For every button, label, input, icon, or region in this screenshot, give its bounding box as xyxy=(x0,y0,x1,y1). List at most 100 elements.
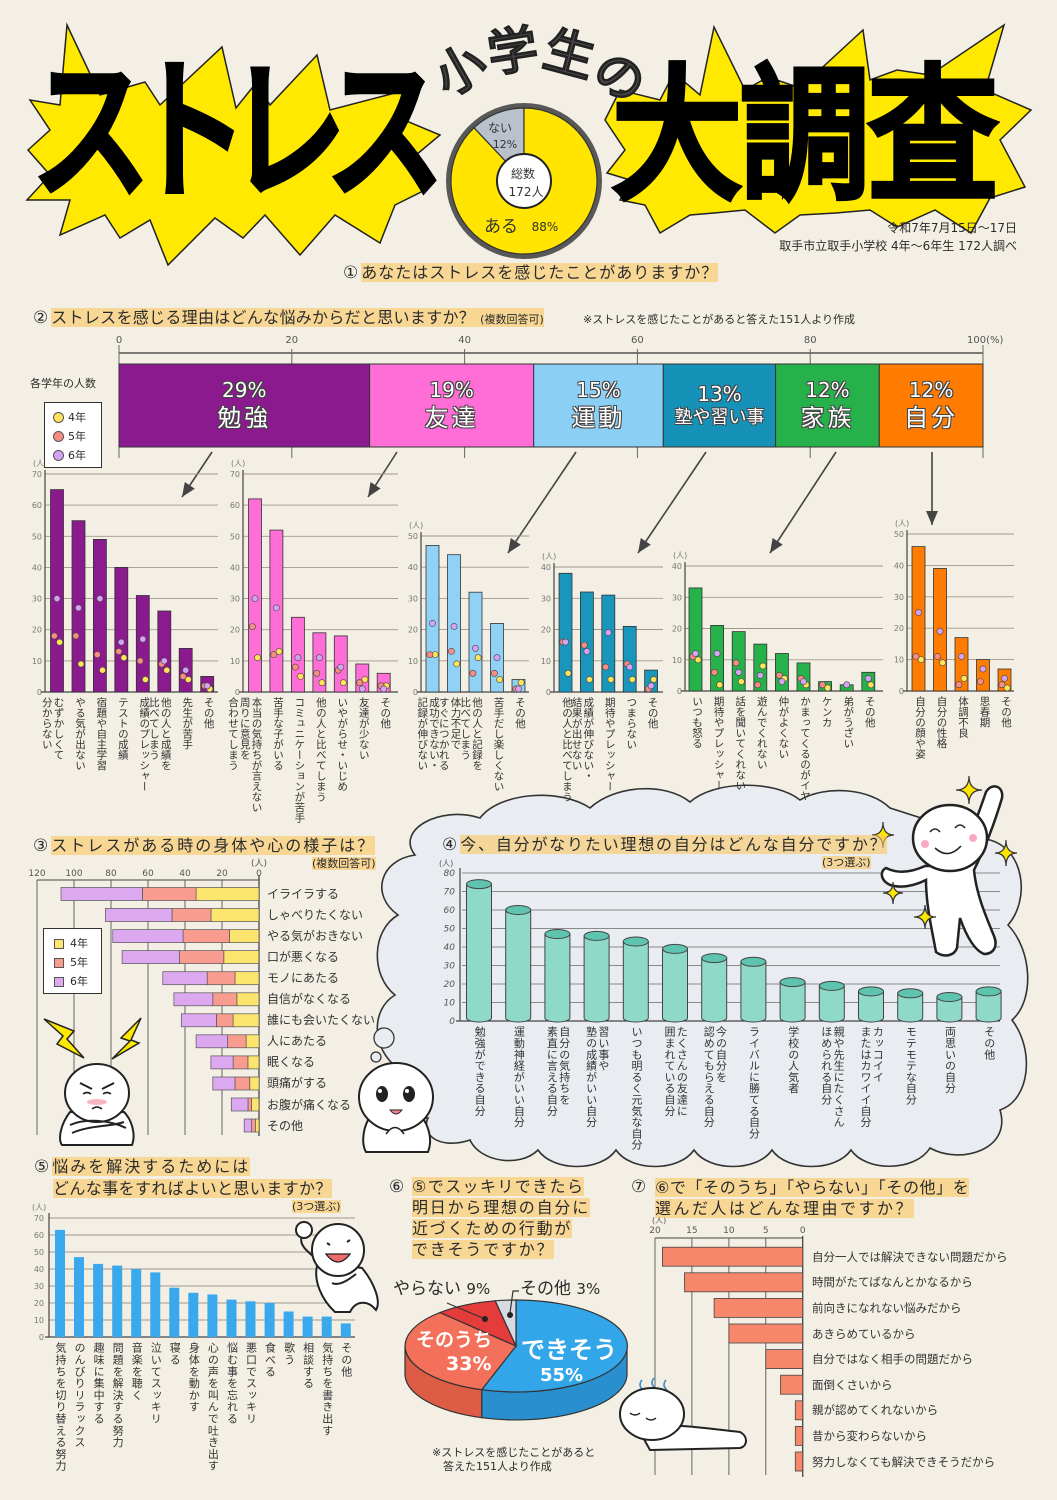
y-tick-label: 20 xyxy=(444,980,456,990)
y-tick-label: 20 xyxy=(541,626,551,635)
grade-dot xyxy=(979,665,987,673)
grade-dot xyxy=(318,679,326,687)
segment-label: 12% 自分 xyxy=(879,364,983,447)
stacked-bar-segment xyxy=(236,992,260,1007)
grade-dot xyxy=(515,685,522,693)
bar-category-label: ケンカ xyxy=(820,696,833,728)
segment-label: 19% 友達 xyxy=(370,364,534,447)
stacked-bar-segment xyxy=(206,971,236,986)
grade-dot xyxy=(692,650,699,657)
legend-item-4th-grade: 4年 xyxy=(54,934,101,953)
bar-category-label: 本当の気持ちが言えない 周りに意見を 合わせてしまう xyxy=(227,697,263,813)
grade-dot xyxy=(998,681,1006,689)
grade-dot xyxy=(429,620,436,627)
grade-legend: 4年 5年 6年 xyxy=(44,402,102,468)
bar-category-label: 習い事や 塾の成績がいい自分 xyxy=(584,1026,610,1128)
bar-category-label: いつも明るく元気な自分 xyxy=(629,1026,643,1151)
grade-dot xyxy=(564,669,572,677)
grade-dot xyxy=(272,604,280,612)
bar-category-label: 期待やプレッシャー xyxy=(603,697,616,792)
segment-label: 12% 家族 xyxy=(776,364,880,447)
bar xyxy=(207,1294,218,1337)
bar-category-label: 思春期 xyxy=(978,696,991,728)
q1-title: あなたはストレスを感じたことがありますか？ xyxy=(361,263,719,282)
bar-category-label: 面倒くさいから xyxy=(812,1377,893,1392)
stacked-segment xyxy=(533,363,664,448)
crossed-arms xyxy=(69,1119,127,1134)
y-unit-label: (人) xyxy=(409,521,423,530)
grade-dot xyxy=(819,681,826,689)
cylinder-top xyxy=(583,930,610,941)
bar xyxy=(794,1400,804,1421)
pie-inner-value-someday: 33% xyxy=(446,1353,492,1375)
q3-note-tag: (複数回答可) xyxy=(312,857,376,871)
legend-dot-icon xyxy=(53,431,64,442)
character-blush xyxy=(921,840,929,848)
grade-dot xyxy=(1001,675,1008,682)
y-tick-label: 40 xyxy=(672,562,682,571)
cylinder-bar xyxy=(975,990,1002,1023)
cylinder-bar xyxy=(662,948,688,1023)
bar-category-label: 友達が少ない xyxy=(357,697,370,760)
q4-title: 今、自分がなりたい理想の自分はどんな自分ですか？ xyxy=(460,835,888,854)
q5-number: ⑤ xyxy=(34,1157,50,1177)
grade-dot xyxy=(626,663,634,671)
x-tick-label: 120 xyxy=(28,869,45,879)
stacked-bar-segment xyxy=(60,887,143,901)
arrow-head-icon xyxy=(182,482,195,497)
callout-leader-line xyxy=(509,1290,519,1314)
bar xyxy=(713,1298,804,1318)
y-tick-label: 10 xyxy=(541,657,551,666)
bar-category-label: 遊んでくれない xyxy=(755,696,768,770)
character-eyes xyxy=(326,1239,351,1246)
pie-callout-other: その他 3% xyxy=(520,1279,600,1299)
bar xyxy=(710,625,724,692)
y-tick-label: 50 xyxy=(32,532,42,541)
y-tick-label: 40 xyxy=(408,563,418,572)
pie-center-total: 172人 xyxy=(509,185,544,199)
bar-category-label: 成績が伸びない・ 結果が出せない xyxy=(570,697,595,781)
q2-tick-label: 0 xyxy=(116,335,122,346)
grade-dot xyxy=(583,648,591,655)
q2-highlight: ストレスを感じる理由はどんな悩みからだと思いますか？ (複数回答可) xyxy=(51,308,544,327)
bar xyxy=(580,591,594,693)
legend-square-icon xyxy=(54,938,64,949)
bar-category-label: お腹が痛くなる xyxy=(267,1097,352,1112)
character-eyes xyxy=(929,824,966,833)
grade-dot xyxy=(447,648,455,655)
stacked-bar-segment xyxy=(245,1034,260,1049)
stacked-bar-segment xyxy=(223,950,260,964)
arrow-head-icon xyxy=(508,538,521,553)
title-big-survey: 大調査 xyxy=(610,50,999,221)
bar-category-label: 期待やプレッシャー xyxy=(712,696,725,791)
q3-number: ③ xyxy=(33,836,49,856)
grade-dot xyxy=(778,678,786,685)
bar xyxy=(794,1451,804,1472)
bar-category-label: 親が認めてくれないから xyxy=(812,1403,939,1418)
yellow-burst-right xyxy=(604,23,1033,235)
bar xyxy=(688,587,703,692)
y-tick-label: 0 xyxy=(546,688,551,697)
segment-name: 勉強 xyxy=(217,404,272,432)
y-tick-label: 70 xyxy=(230,470,240,479)
grade-dot xyxy=(824,684,832,692)
stacked-bar-segment xyxy=(105,908,173,922)
bar-category-label: 体力不足で すぐにつかれる xyxy=(437,697,462,771)
y-tick-label: 50 xyxy=(894,530,904,539)
grade-dot xyxy=(184,676,192,683)
grade-dot xyxy=(203,682,211,690)
grade-dot xyxy=(493,654,501,662)
grade-dot xyxy=(737,678,745,685)
grade-dot xyxy=(936,627,944,635)
bar-category-label: 自分の気持ちを 素直に言える自分 xyxy=(545,1026,571,1117)
bar xyxy=(765,1349,804,1369)
pie-callout-wont-do: やらない 9% xyxy=(393,1279,490,1299)
pie-slice xyxy=(404,1311,517,1391)
character-hands xyxy=(385,1126,405,1135)
bar-category-label: 他の人と比べてしまう xyxy=(314,697,327,802)
character-mouth xyxy=(388,1109,404,1115)
dreaming-character-illustration xyxy=(358,1027,434,1153)
stacked-bar-segment xyxy=(171,908,212,922)
segment-name: 運動 xyxy=(571,404,626,432)
bar-category-label: 自分の性格 xyxy=(935,696,948,749)
